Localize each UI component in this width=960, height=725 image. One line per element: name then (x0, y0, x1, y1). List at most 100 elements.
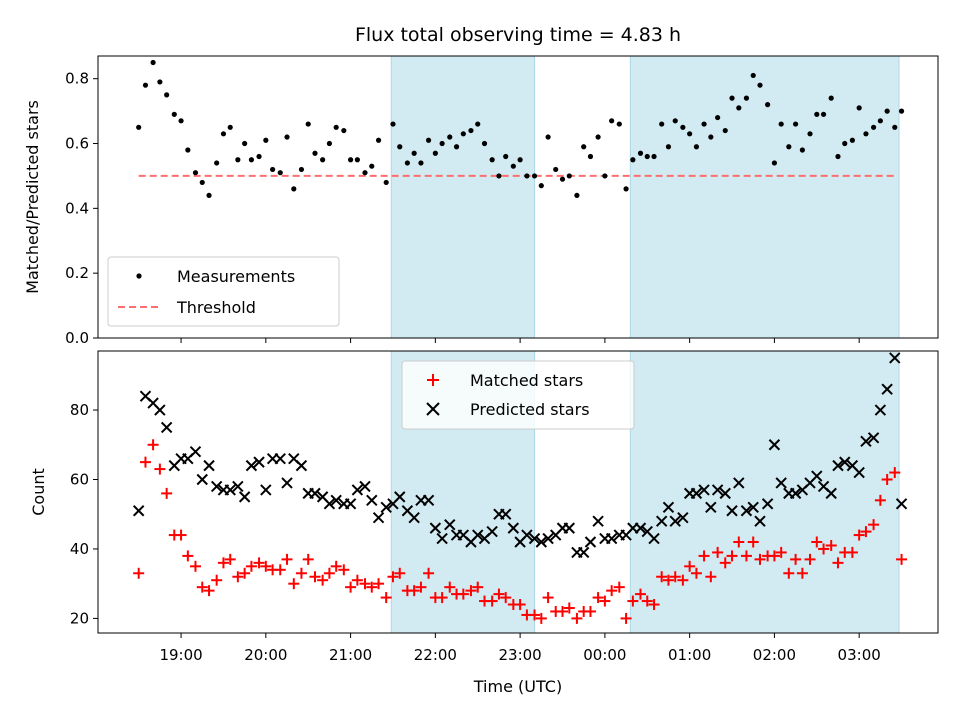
matched-star-point (239, 567, 251, 579)
measurement-point (468, 127, 474, 134)
predicted-star-point (281, 477, 293, 489)
predicted-star-point (408, 511, 420, 524)
matched-star-point (712, 546, 724, 558)
top-observing-bands (390, 55, 900, 339)
predicted-star-point (274, 452, 286, 465)
predicted-star-point (323, 498, 336, 510)
xtick-label: 19:00 (159, 646, 202, 664)
matched-star-point (196, 581, 208, 593)
matched-star-point (260, 560, 272, 572)
matched-star-point (288, 578, 300, 590)
x-axis-label: Time (UTC) (473, 677, 562, 696)
predicted-star-point (648, 532, 660, 545)
measurement-point (792, 121, 799, 127)
predicted-star-point (677, 511, 689, 524)
top-y-ticks: 0.0 0.2 0.4 0.6 0.8 (65, 70, 98, 347)
measurement-point (256, 153, 262, 160)
measurement-point (369, 163, 375, 169)
matched-star-point (790, 553, 802, 565)
measurement-point (142, 82, 149, 88)
chart-title: Flux total observing time = 4.83 h (355, 24, 681, 46)
predicted-star-point (154, 404, 166, 416)
measurement-point (192, 170, 199, 176)
measurement-point (687, 131, 693, 137)
top-panel: 0.0 0.2 0.4 0.6 0.8 Flux total observing tim… (23, 24, 939, 347)
measurement-point (574, 192, 580, 198)
measurement-point (320, 157, 326, 163)
matched-star-point (436, 592, 448, 604)
measurement-point (418, 160, 424, 166)
measurement-point (517, 157, 523, 163)
matched-star-point (253, 557, 265, 569)
measurement-point (248, 157, 255, 163)
matched-star-point (733, 536, 745, 548)
matched-star-point (472, 581, 484, 593)
legend-matched-marker (427, 374, 439, 386)
predicted-star-point (698, 484, 710, 496)
measurement-point (531, 173, 538, 179)
measurement-point (489, 157, 495, 163)
measurement-point (481, 140, 488, 147)
predicted-star-point (726, 505, 738, 517)
predicted-star-point (309, 487, 321, 500)
matched-star-point (705, 571, 717, 583)
matched-star-point (330, 560, 342, 572)
measurement-point (136, 124, 142, 130)
predicted-star-point (486, 525, 498, 538)
measurement-point (538, 183, 544, 189)
xtick-label: 22:00 (414, 646, 457, 664)
measurement-point (227, 124, 233, 130)
matched-star-point (620, 612, 632, 624)
predicted-star-point (662, 501, 675, 513)
bottom-ytick-label: 80 (70, 401, 89, 419)
measurement-point (425, 137, 432, 143)
matched-star-point (457, 588, 469, 600)
measurement-point (284, 134, 290, 140)
top-ytick-label: 0.4 (65, 199, 89, 217)
matched-star-point (775, 546, 787, 558)
top-ytick-label: 0.2 (65, 264, 89, 282)
bottom-legend-box (401, 360, 635, 430)
measurement-point (277, 170, 283, 176)
matched-star-point (846, 546, 858, 558)
measurement-point (298, 166, 305, 173)
measurement-point (750, 72, 756, 79)
measurement-point (863, 131, 869, 137)
matched-star-point (881, 473, 893, 485)
matched-star-point (768, 550, 780, 562)
predicted-star-point (260, 484, 272, 496)
legend-matched-label: Matched stars (470, 371, 583, 390)
matched-star-point (747, 536, 759, 548)
matched-star-point (860, 526, 872, 538)
measurement-point (171, 111, 177, 117)
measurement-point (460, 131, 466, 137)
measurement-point (566, 173, 572, 179)
predicted-star-point (189, 446, 202, 458)
predicted-star-point (860, 435, 872, 448)
measurement-point (870, 124, 877, 130)
matched-star-point (874, 494, 886, 506)
measurement-point (693, 144, 700, 150)
matched-star-point (684, 560, 696, 572)
matched-star-point (387, 571, 399, 583)
measurement-point (884, 108, 890, 114)
predicted-star-point (472, 529, 484, 541)
predicted-star-point (881, 383, 893, 395)
measurement-point (765, 102, 771, 108)
top-y-axis-label: Matched/Predicted stars (23, 100, 42, 294)
predicted-star-point (719, 487, 731, 500)
predicted-star-point (789, 487, 802, 500)
predicted-star-point (542, 532, 554, 545)
matched-star-point (317, 574, 329, 586)
matched-star-point (211, 574, 223, 586)
predicted-star-point (372, 511, 385, 524)
measurement-point (701, 121, 707, 127)
matched-star-point (359, 578, 371, 590)
predicted-star-point (500, 508, 512, 520)
predicted-star-point (429, 522, 442, 534)
measurement-point (786, 144, 792, 150)
matched-star-point (832, 557, 844, 569)
measurement-point (291, 186, 297, 192)
predicted-star-point (224, 484, 236, 496)
matched-star-point (896, 553, 908, 565)
